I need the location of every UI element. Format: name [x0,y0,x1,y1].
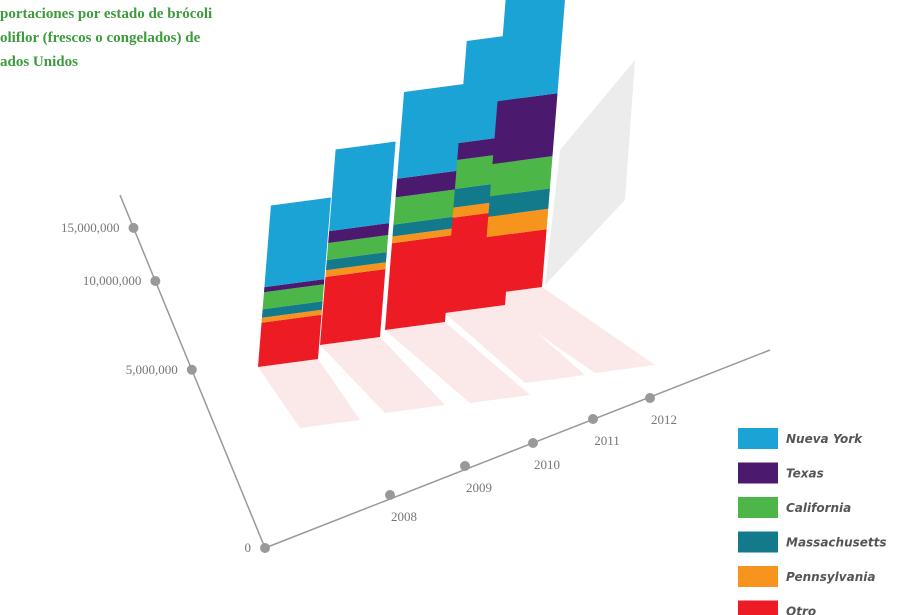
bar-segment [325,262,386,277]
bar-segment [497,0,565,102]
bar-segment [329,141,396,232]
legend-label: Massachusetts [786,536,887,550]
bar-segment [482,229,547,295]
y-tick-label: 15,000,000 [61,220,120,235]
legend-swatch [738,600,778,615]
bar-segment [392,216,454,237]
x-tick-label: 2009 [466,480,492,495]
bar-segment [325,252,387,271]
x-tick-label: 2010 [534,457,560,472]
legend-swatch [738,497,778,518]
x-tick [460,461,470,471]
reflection [445,305,585,383]
bar-segment [391,228,453,244]
x-tick-label: 2011 [594,433,620,448]
bar-segment [393,189,456,225]
reflections [258,287,655,428]
reflection [482,287,655,373]
legend-label: California [786,501,851,515]
bar-segment [326,235,389,260]
y-tick [128,222,139,233]
x-tick [645,393,655,403]
bar-segment [489,156,553,197]
legend-label: Texas [786,467,824,481]
legend-swatch [738,428,778,449]
legend-label: Pennsylvania [786,570,875,584]
y-tick-label: 0 [245,540,252,555]
y-tick-label: 5,000,000 [126,362,178,377]
x-tick [385,490,395,500]
shadow [545,60,635,285]
bar-segment [262,284,324,310]
bar-segment [397,84,465,179]
x-tick [588,414,598,424]
legend-label: Nueva York [786,432,863,446]
bar-segment [261,309,322,323]
legend-swatch [738,462,778,484]
reflection [320,337,445,413]
x-tick [528,438,538,448]
reflection [258,359,360,428]
legend-label: Otro [786,605,816,615]
bar-segment [328,223,390,243]
bar-segment [486,208,549,238]
legend-swatch [738,566,778,587]
y-tick [186,364,197,375]
legend-swatch [738,531,778,553]
y-tick [260,543,270,553]
bar-segment [492,93,558,165]
x-tick-label: 2012 [651,412,677,427]
x-tick-label: 2008 [391,509,417,524]
bar-segment [385,235,452,330]
y-tick-label: 10,000,000 [83,273,142,288]
chart-title: oliflor (frescos o congelados) de [0,30,201,46]
y-tick [150,276,161,287]
chart-title: portaciones por estado de brócoli [0,6,212,22]
reflection [385,322,530,403]
bar-segment [395,170,458,198]
bar-segment [263,279,325,293]
bar-segment [261,301,323,318]
bar-segment [264,197,331,288]
chart-title: ados Unidos [0,54,78,70]
bar-segment [258,314,322,367]
bar-segment [320,269,386,345]
x-axis [264,349,771,549]
bar-segment [488,188,550,217]
